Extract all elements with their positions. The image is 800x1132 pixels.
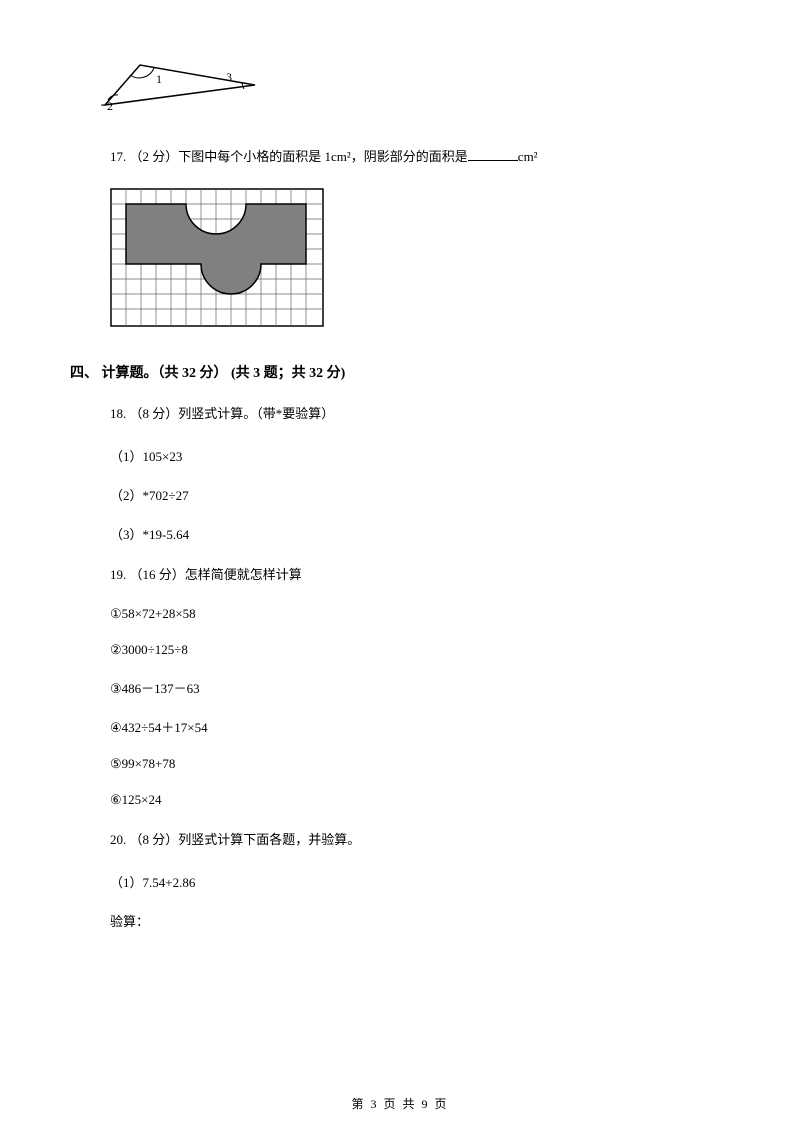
q19-item-4: ④432÷54＋17×54: [110, 717, 700, 736]
q19-item-1: ①58×72+28×58: [110, 606, 700, 622]
q18-item-3: （3）*19-5.64: [110, 524, 700, 543]
q17-number: 17.: [110, 149, 130, 164]
svg-text:1: 1: [156, 72, 162, 86]
q17-blank: [468, 148, 518, 161]
svg-text:2: 2: [107, 99, 113, 110]
question-17: 17. （2 分）下图中每个小格的面积是 1cm²，阴影部分的面积是 cm²: [110, 145, 700, 168]
q17-before: 下图中每个小格的面积是 1cm²，阴影部分的面积是: [178, 149, 468, 164]
q17-points: （2 分）: [130, 149, 179, 164]
svg-text:3: 3: [226, 70, 232, 84]
section-4-heading: 四、 计算题。（共 32 分） (共 3 题；共 32 分): [70, 362, 700, 382]
q18-item-2: （2）*702÷27: [110, 485, 700, 504]
page-footer: 第 3 页 共 9 页: [0, 1095, 800, 1112]
q20-item-1: （1）7.54+2.86: [110, 872, 700, 891]
q20-check: 验算：: [110, 911, 700, 930]
triangle-figure: 1 2 3: [100, 50, 700, 115]
question-18: 18. （8 分）列竖式计算。（带*要验算）: [110, 402, 700, 425]
q17-after: cm²: [518, 149, 538, 164]
grid-figure: [110, 188, 700, 332]
question-20: 20. （8 分）列竖式计算下面各题，并验算。: [110, 828, 700, 851]
q19-item-2: ②3000÷125÷8: [110, 642, 700, 658]
q19-item-6: ⑥125×24: [110, 792, 700, 808]
q18-item-1: （1）105×23: [110, 446, 700, 465]
q19-item-5: ⑤99×78+78: [110, 756, 700, 772]
q19-item-3: ③486－137－63: [110, 678, 700, 697]
question-19: 19. （16 分）怎样简便就怎样计算: [110, 563, 700, 586]
